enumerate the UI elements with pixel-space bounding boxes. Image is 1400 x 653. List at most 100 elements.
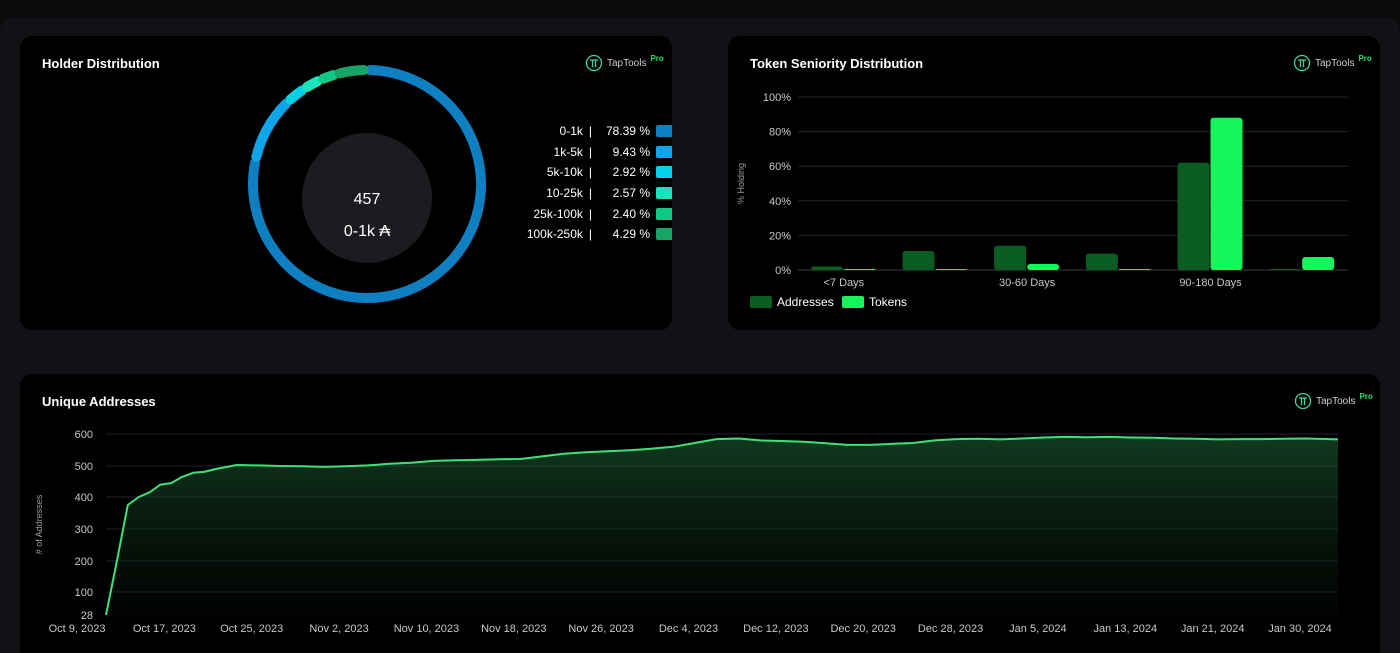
area-x-tick: Jan 5, 2024 (1009, 623, 1067, 635)
donut-slice-25k-100k[interactable] (318, 70, 339, 84)
brand-badge[interactable]: TapTools Pro (585, 54, 664, 72)
taptools-logo-icon (585, 54, 603, 72)
legend-label: Tokens (869, 295, 908, 309)
bar-addresses-60-90 Days[interactable] (1085, 253, 1118, 270)
area-y-tick: 500 (75, 461, 93, 473)
legend-swatch (842, 296, 864, 308)
donut-slice-1k-5k[interactable] (251, 99, 291, 162)
area-x-tick: Dec 12, 2023 (743, 623, 808, 635)
bar-y-tick: 20% (769, 230, 791, 242)
legend-item[interactable]: 5k-10k | 2.92 % (460, 162, 672, 182)
area-x-tick: Dec 20, 2023 (830, 623, 895, 635)
legend-label: Addresses (777, 295, 834, 309)
legend-swatch (656, 208, 672, 220)
area-line[interactable] (105, 435, 1339, 616)
bar-y-tick: 0% (775, 265, 791, 277)
area-x-tick: Nov 2, 2023 (309, 623, 368, 635)
area-x-tick: Jan 13, 2024 (1093, 623, 1157, 635)
bar-legend-tokens[interactable]: Tokens (842, 295, 907, 309)
bar-addresses-7-30 Days[interactable] (902, 250, 935, 270)
bar-y-tick: 60% (769, 161, 791, 173)
legend-item[interactable]: 25k-100k | 2.40 % (460, 204, 672, 224)
holder-distribution-card: Holder Distribution TapTools Pro 457 0-1… (20, 36, 672, 330)
brand-badge[interactable]: TapTools Pro (1293, 54, 1372, 72)
brand-tag: Pro (1358, 53, 1372, 63)
bar-addresses-90-180 Days[interactable] (1177, 162, 1210, 270)
bar-addresses-180+ Days[interactable] (1269, 269, 1302, 270)
brand-name: TapTools (1315, 57, 1355, 69)
area-x-tick: Nov 10, 2023 (394, 623, 459, 635)
legend-separator: | (588, 207, 592, 221)
area-x-tick: Nov 26, 2023 (568, 623, 633, 635)
bar-tokens-60-90 Days[interactable] (1118, 269, 1151, 270)
area-y-tick: 600 (75, 429, 93, 441)
legend-separator: | (588, 124, 592, 138)
legend-percent: 2.40 % (612, 207, 650, 221)
token-seniority-title: Token Seniority Distribution (750, 56, 924, 71)
legend-separator: | (588, 227, 592, 241)
brand-tag: Pro (650, 53, 664, 63)
taptools-logo-icon (1294, 392, 1312, 410)
legend-percent: 4.29 % (612, 227, 650, 241)
legend-item[interactable]: 10-25k | 2.57 % (460, 183, 672, 203)
brand-tag: Pro (1359, 391, 1373, 401)
area-x-tick: Oct 17, 2023 (133, 623, 196, 635)
legend-swatch (750, 296, 772, 308)
brand-badge[interactable]: TapTools Pro (1294, 392, 1373, 410)
legend-range: 100k-250k (526, 227, 583, 241)
area-x-tick: Dec 28, 2023 (918, 623, 983, 635)
bar-tokens-30-60 Days[interactable] (1027, 263, 1060, 270)
area-y-axis-label: # of Addresses (34, 494, 44, 554)
holder-distribution-title: Holder Distribution (42, 56, 160, 71)
legend-item[interactable]: 1k-5k | 9.43 % (460, 142, 672, 162)
donut-slice-10-25k[interactable] (302, 76, 323, 93)
bar-y-tick: 100% (763, 92, 791, 104)
area-x-tick: Nov 18, 2023 (481, 623, 546, 635)
bar-tokens-7-30 Days[interactable] (935, 269, 968, 270)
bar-y-axis-label: % Holding (736, 163, 746, 204)
bar-addresses-<7 Days[interactable] (810, 266, 843, 270)
legend-percent: 2.92 % (612, 165, 650, 179)
bar-tokens-<7 Days[interactable] (843, 269, 876, 270)
legend-swatch (656, 166, 672, 178)
area-y-tick: 100 (75, 587, 93, 599)
legend-range: 0-1k (559, 124, 583, 138)
legend-swatch (656, 228, 672, 240)
legend-item[interactable]: 0-1k | 78.39 % (460, 121, 672, 141)
legend-separator: | (588, 165, 592, 179)
legend-separator: | (588, 145, 592, 159)
legend-range: 10-25k (546, 186, 583, 200)
legend-percent: 78.39 % (605, 124, 650, 138)
legend-item[interactable]: 100k-250k | 4.29 % (460, 224, 672, 244)
legend-range: 1k-5k (553, 145, 583, 159)
bar-x-tick: 30-60 Days (999, 277, 1056, 289)
legend-percent: 9.43 % (612, 145, 650, 159)
bar-tokens-90-180 Days[interactable] (1210, 117, 1243, 270)
legend-swatch (656, 146, 672, 158)
unique-addresses-card: Unique Addresses TapTools Pro 28 100 200 30… (20, 374, 1380, 653)
area-y-tick: 400 (75, 492, 93, 504)
donut-slice-5k-10k[interactable] (285, 85, 307, 105)
area-x-tick: Jan 21, 2024 (1181, 623, 1245, 635)
bar-addresses-30-60 Days[interactable] (994, 245, 1027, 270)
bar-y-tick: 80% (769, 127, 791, 139)
area-x-tick: Oct 25, 2023 (220, 623, 283, 635)
holder-donut-chart (248, 65, 486, 303)
legend-separator: | (588, 186, 592, 200)
donut-center-label: 0-1k ₳ (343, 223, 391, 240)
bar-y-tick: 40% (769, 196, 791, 208)
unique-addresses-area-chart: 28 100 200 300 400 500 600 # of Addresses Oct 9,… (34, 429, 1339, 635)
legend-range: 5k-10k (546, 165, 583, 179)
bar-tokens-180+ Days[interactable] (1302, 257, 1335, 270)
bar-legend-addresses[interactable]: Addresses (750, 295, 834, 309)
donut-center-value: 457 (353, 191, 381, 208)
brand-name: TapTools (1316, 395, 1356, 407)
area-x-tick: Dec 4, 2023 (659, 623, 718, 635)
legend-range: 25k-100k (533, 207, 583, 221)
area-y-tick: 300 (75, 524, 93, 536)
donut-slice-100k-250k[interactable] (334, 65, 369, 79)
legend-swatch (656, 187, 672, 199)
legend-percent: 2.57 % (612, 186, 650, 200)
bar-x-tick: 90-180 Days (1179, 277, 1242, 289)
donut-slice-0-1k[interactable] (248, 65, 486, 303)
